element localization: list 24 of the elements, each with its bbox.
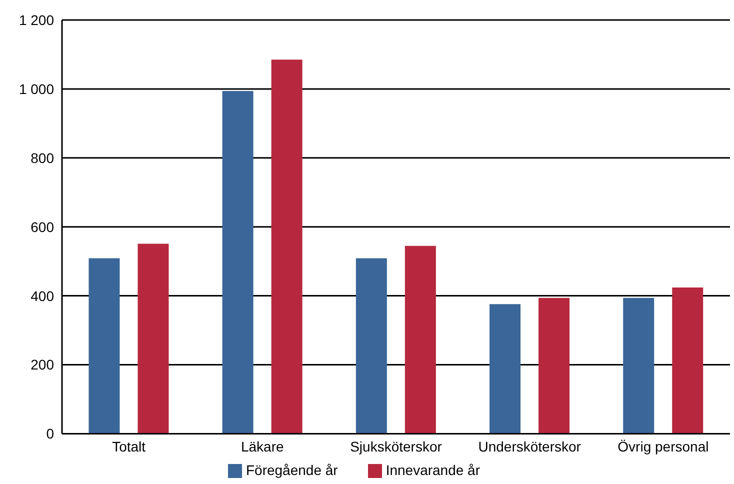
bar: [672, 288, 704, 434]
y-tick-label: 1 000: [18, 80, 54, 97]
bar: [222, 91, 254, 434]
bar: [490, 304, 521, 434]
bar: [623, 298, 654, 434]
bar: [404, 246, 436, 434]
x-tick-label: Undersköterskor: [478, 438, 582, 455]
bar: [88, 258, 120, 434]
bar: [356, 258, 387, 434]
y-tick-label: 400: [30, 288, 54, 304]
y-tick-label: 600: [30, 218, 54, 235]
y-tick-label: 200: [30, 356, 54, 373]
y-tick-label: 800: [30, 150, 54, 166]
x-tick-label: Läkare: [240, 438, 284, 455]
legend-label: Innevarande år: [386, 462, 480, 478]
legend-label: Föregående år: [246, 462, 338, 478]
x-tick-label: Totalt: [112, 438, 146, 455]
y-tick-label: 0: [46, 426, 54, 442]
bar: [138, 244, 169, 434]
bar: [538, 298, 570, 434]
bar: [271, 60, 302, 434]
y-tick-label: 1 200: [18, 12, 54, 28]
x-tick-label: Övrig personal: [618, 438, 709, 455]
x-tick-label: Sjuksköterskor: [350, 438, 442, 455]
